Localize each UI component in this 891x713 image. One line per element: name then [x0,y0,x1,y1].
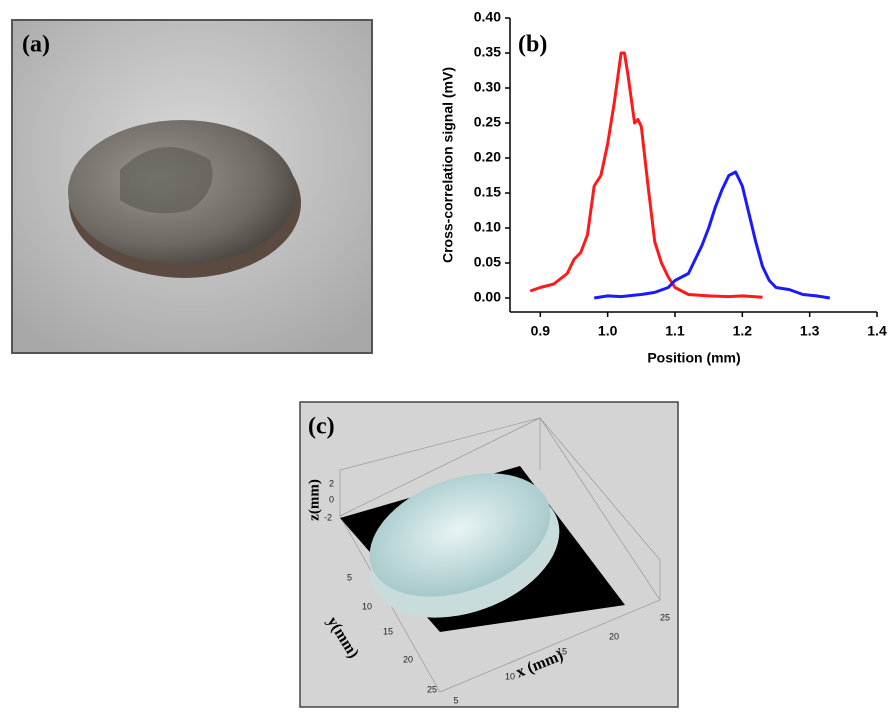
z-tick-label: -2 [324,512,332,522]
line-chart: 0.00 0.05 0.10 0.15 0.20 0.25 0.30 0.35 0.40 0.9 1… [474,9,887,339]
x-tick-label: 1.4 [867,323,887,339]
z-tick-label: 0 [329,494,334,504]
x-tick-label: 20 [609,631,619,641]
y-tick-label: 0.15 [474,184,501,200]
y-axis-label: Cross-correlation signal (mV) [440,67,456,263]
x-tick-label: 10 [505,671,515,681]
x-tick-label: 1.2 [733,323,753,339]
x-tick-label: 25 [660,612,670,622]
y-tick-label: 25 [427,684,437,694]
y-tick-label: 0.25 [474,114,501,130]
y-tick-label: 20 [403,654,413,664]
x-tick-label: 5 [453,695,458,705]
y-tick-label: 5 [347,572,352,582]
panel-label: (b) [518,32,547,58]
y-tick-label: 0.00 [474,289,501,305]
y-tick-label: 0.05 [474,254,501,270]
figure: (a) 0.00 0.05 0.10 0.15 0.20 0.25 0.30 0.35 0.40… [0,0,891,708]
y-tick-label: 10 [362,601,372,611]
y-tick-label: 0.20 [474,149,501,165]
x-tick-label: 0.9 [531,323,551,339]
y-tick-label: 0.30 [474,79,501,95]
x-tick-label: 1.0 [598,323,618,339]
z-tick-label: 2 [329,478,334,488]
panel-label: (c) [308,414,335,440]
page: (a) 0.00 0.05 0.10 0.15 0.20 0.25 0.30 0.35 0.40… [0,0,891,713]
panel-label: (a) [22,32,50,58]
y-tick-label: 0.10 [474,219,501,235]
z-axis-label: z(mm) [306,479,322,521]
y-tick-label: 15 [383,626,393,636]
x-tick-label: 15 [557,646,567,656]
x-tick-label: 1.1 [665,323,685,339]
x-axis-label: Position (mm) [647,350,740,366]
y-tick-label: 0.40 [474,9,501,25]
data-line [594,172,830,298]
x-tick-label: 1.3 [800,323,820,339]
y-tick-label: 0.35 [474,44,501,60]
